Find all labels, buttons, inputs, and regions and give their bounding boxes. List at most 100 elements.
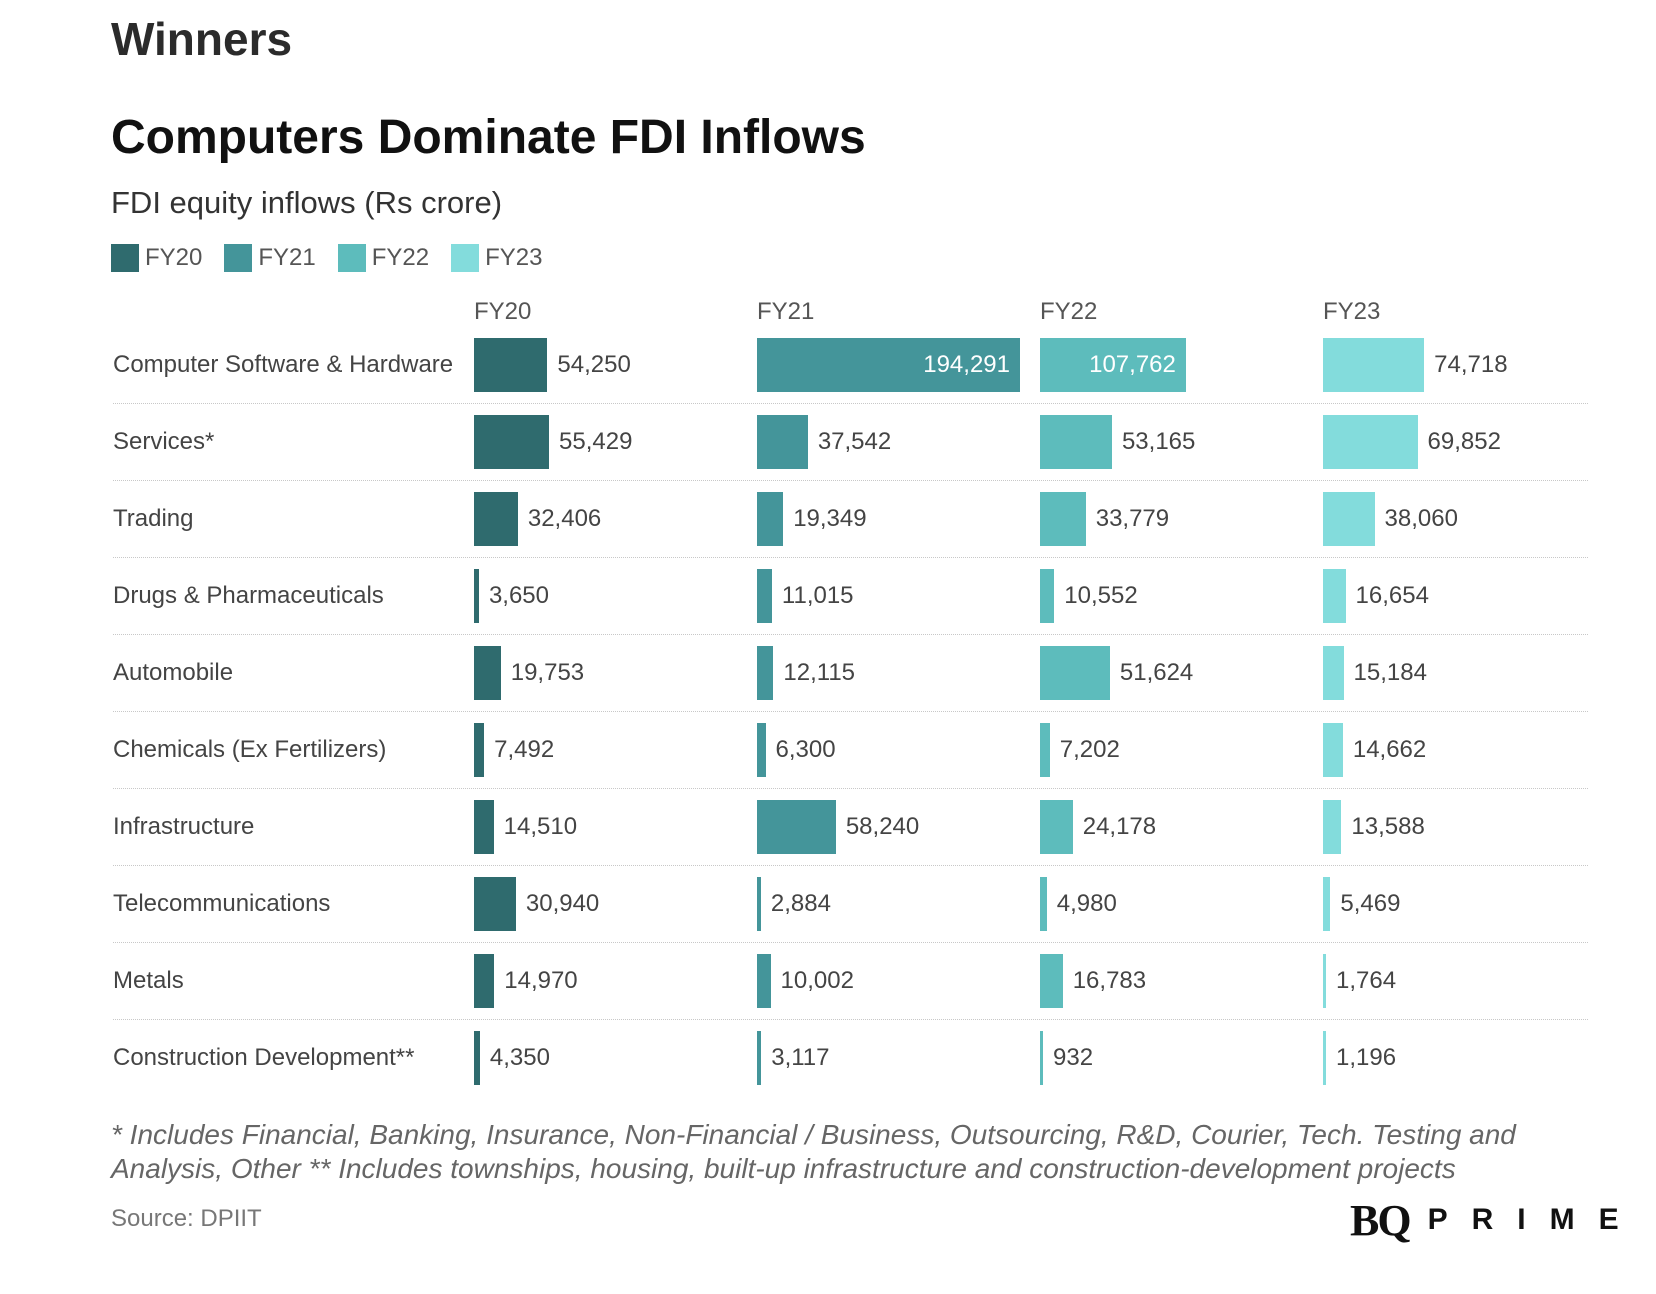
bar-fy20 [474,877,516,931]
data-label: 55,429 [559,428,633,455]
bar-fy20 [474,415,550,469]
data-label: 5,469 [1340,890,1401,917]
bar-fy23 [1323,338,1425,392]
row-divider [113,480,1588,481]
data-label: 69,852 [1427,428,1501,455]
table-row: Trading 32,406 19,349 33,779 38,060 [0,492,1656,568]
chart-subtitle: FDI equity inflows (Rs crore) [111,185,503,220]
table-row: Infrastructure 14,510 58,240 24,178 13,588 [0,800,1656,876]
legend-item-fy20: FY20 [111,244,202,272]
data-label: 53,165 [1121,428,1196,455]
bar-fy21 [757,1031,762,1085]
data-label: 30,940 [525,890,600,917]
data-label: 1,196 [1336,1044,1397,1071]
category-label: Telecommunications [113,890,331,917]
brand-logo: BQ PRIME [1350,1190,1643,1250]
row-divider [113,557,1588,558]
legend-swatch [337,244,366,272]
brand-word: PRIME [1427,1203,1643,1236]
data-label: 19,753 [510,659,585,686]
chart-title: Computers Dominate FDI Inflows [111,111,866,164]
bar-fy22 [1040,800,1073,854]
bar-fy23 [1323,800,1342,854]
table-row: Metals 14,970 10,002 16,783 1,764 [0,954,1656,1030]
legend-item-fy22: FY22 [337,244,430,272]
data-label: 37,542 [817,428,892,455]
kicker-heading: Winners [111,13,293,65]
bar-fy21 [757,492,784,546]
column-header-fy22: FY22 [1040,298,1098,325]
bar-fy23 [1323,646,1344,700]
bar-fy23 [1323,415,1418,469]
table-row: Construction Development** 4,350 3,117 932 1… [0,1031,1656,1107]
data-label: 14,662 [1352,736,1427,763]
legend-swatch [111,244,139,272]
data-label: 54,250 [557,351,631,378]
category-label: Metals [113,967,184,994]
legend-label: FY20 [145,244,203,271]
bar-fy22 [1040,492,1086,546]
legend-label: FY22 [371,244,430,271]
category-label: Infrastructure [113,813,255,840]
bar-fy22 [1040,954,1063,1008]
data-label: 14,510 [503,813,578,840]
data-label: 10,002 [780,967,854,994]
column-header-fy20: FY20 [474,298,532,325]
legend-swatch [224,244,253,272]
data-label: 74,718 [1434,351,1508,378]
legend-item-fy23: FY23 [451,244,543,272]
data-label: 14,970 [504,967,578,994]
data-label: 2,884 [770,890,831,917]
bar-fy22 [1040,338,1186,392]
data-label: 3,117 [771,1044,830,1071]
data-label: 33,779 [1095,505,1170,532]
bar-fy23 [1323,492,1375,546]
data-label: 932 [1053,1044,1094,1071]
bar-fy20 [474,1031,480,1085]
bar-fy23 [1323,569,1346,623]
bar-fy22 [1040,569,1055,623]
data-label: 19,349 [793,505,867,532]
bar-fy21 [757,338,1020,392]
bar-fy23 [1323,1031,1326,1085]
chart-source: Source: DPIIT [111,1205,262,1232]
data-label: 16,654 [1355,582,1429,609]
data-label: 13,588 [1351,813,1425,840]
bar-fy20 [474,800,494,854]
table-row: Automobile 19,753 12,115 51,624 15,184 [0,646,1656,722]
bar-fy21 [757,646,774,700]
data-label: 6,300 [775,736,836,763]
data-label: 10,552 [1064,582,1138,609]
data-label: 12,115 [783,659,856,686]
bar-fy23 [1323,723,1343,777]
row-divider [113,788,1588,789]
row-divider [113,1019,1588,1020]
data-label: 194,291 [923,351,1010,378]
bar-fy21 [757,415,808,469]
chart-footnote: * Includes Financial, Banking, Insurance… [111,1119,1516,1184]
table-row: Computer Software & Hardware 54,250 194,29… [0,338,1656,414]
data-label: 51,624 [1119,659,1194,686]
bar-fy22 [1040,877,1047,931]
legend-label: FY21 [258,244,316,271]
data-label: 16,783 [1072,967,1147,994]
data-label: 7,202 [1059,736,1120,763]
bar-fy20 [474,723,485,777]
row-divider [113,865,1588,866]
bar-fy21 [757,800,836,854]
row-divider [113,942,1588,943]
data-label: 107,762 [1089,351,1176,378]
category-label: Chemicals (Ex Fertilizers) [113,736,387,763]
data-label: 1,764 [1336,967,1397,994]
row-divider [113,634,1588,635]
chart-legend: FY20 FY21 FY22 FY23 [111,242,565,274]
table-row: Services* 55,429 37,542 53,165 69,852 [0,415,1656,491]
data-label: 4,350 [489,1044,550,1071]
bar-fy20 [474,646,501,700]
bar-fy21 [757,569,772,623]
table-row: Telecommunications 30,940 2,884 4,980 5,469 [0,877,1656,953]
bar-fy23 [1323,877,1331,931]
data-label: 38,060 [1384,505,1458,532]
bar-fy20 [474,338,548,392]
